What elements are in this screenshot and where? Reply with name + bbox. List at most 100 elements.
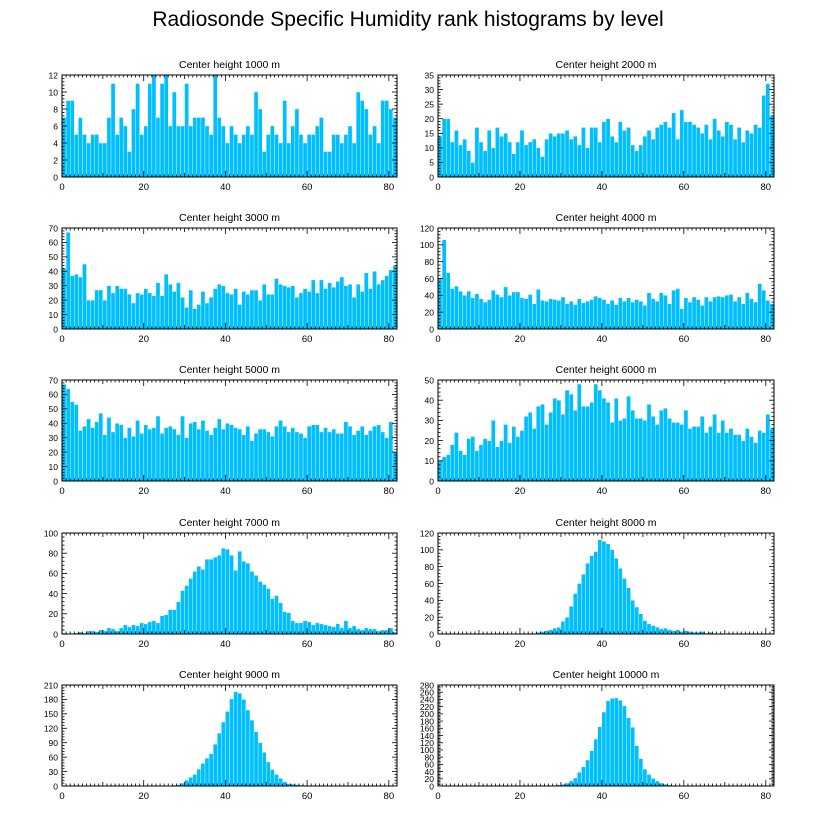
bar [249, 289, 255, 330]
bar [466, 290, 471, 330]
bar [204, 125, 210, 178]
bar [601, 299, 607, 330]
y-tick-label: 40 [49, 267, 59, 277]
bar [253, 91, 259, 178]
bar [155, 622, 161, 635]
bar [749, 298, 754, 330]
bar [622, 130, 627, 178]
bar [86, 142, 91, 178]
bar [188, 125, 193, 178]
y-tick-label: 5 [429, 158, 434, 168]
bar [589, 299, 594, 330]
bar [474, 293, 480, 330]
bar [286, 612, 291, 635]
y-tick-label: 10 [49, 87, 59, 97]
bar [65, 388, 71, 482]
bar [184, 780, 189, 787]
bar [659, 628, 664, 635]
bar [200, 117, 206, 178]
bar [466, 150, 471, 178]
bar [172, 428, 177, 482]
bar [749, 436, 754, 482]
bar [646, 130, 652, 178]
bar [262, 284, 267, 330]
bar [679, 109, 685, 178]
bar [761, 432, 766, 482]
y-tick-label: 35 [425, 70, 435, 80]
bar [306, 134, 312, 178]
y-tick-label: 2 [53, 155, 58, 165]
bar [552, 136, 558, 178]
bar [466, 438, 471, 482]
y-tick-label: 70 [49, 375, 59, 385]
bar [139, 433, 144, 482]
bar [119, 117, 124, 178]
x-tick-label: 40 [597, 182, 608, 193]
y-tick-label: 100 [44, 528, 58, 538]
bars [168, 691, 312, 787]
bar [384, 437, 390, 482]
y-tick-label: 40 [425, 596, 435, 606]
panel-title: Center height 3000 m [179, 212, 280, 224]
bar [335, 134, 340, 178]
bar [552, 398, 558, 482]
bar [217, 555, 222, 635]
bar [188, 578, 193, 635]
bar [605, 700, 611, 787]
bar [347, 125, 353, 178]
panel-10: Center height 10000 m0 20 40 60 800204060801… [420, 669, 775, 802]
bar [151, 295, 157, 330]
bar [106, 285, 112, 330]
bar [560, 296, 566, 330]
bar [482, 301, 488, 330]
bar [315, 125, 320, 178]
bar [503, 133, 508, 178]
bar [311, 279, 316, 330]
bar [585, 563, 590, 635]
bar [253, 433, 259, 482]
bar [294, 108, 300, 178]
bar [204, 302, 210, 330]
bar [249, 719, 255, 787]
bar [736, 296, 742, 330]
x-tick-label: 80 [761, 334, 772, 345]
bar [683, 410, 689, 482]
bar [159, 295, 165, 330]
bar [172, 91, 177, 178]
bar [347, 627, 353, 635]
bar [237, 428, 242, 482]
bar [732, 138, 738, 178]
bar [638, 144, 644, 178]
y-tick-label: 180 [420, 716, 434, 726]
bars [548, 697, 680, 787]
bar [74, 273, 79, 330]
bar [139, 134, 144, 178]
bar [577, 772, 582, 787]
bar [724, 295, 730, 330]
x-tick-label: 0 [435, 791, 440, 802]
bar [82, 425, 87, 482]
y-tick-label: 4 [53, 138, 58, 148]
bar [577, 383, 582, 482]
bar [257, 299, 263, 330]
bars [437, 383, 775, 482]
x-tick-label: 80 [384, 182, 395, 193]
y-tick-label: 20 [49, 447, 59, 457]
y-tick-label: 40 [425, 291, 435, 301]
bar [556, 400, 562, 482]
bar [753, 301, 758, 330]
bar [474, 450, 480, 482]
bar [135, 625, 140, 635]
bar [368, 628, 373, 635]
y-tick-label: 0 [429, 781, 434, 791]
bar [741, 303, 746, 330]
bar [650, 298, 656, 330]
bar [614, 398, 619, 482]
bar [605, 303, 611, 330]
x-tick-label: 20 [515, 486, 526, 497]
y-tick-label: 220 [420, 702, 434, 712]
y-tick-label: 30 [49, 281, 59, 291]
bar [90, 134, 95, 178]
y-tick-label: 100 [420, 240, 434, 250]
bar [168, 284, 173, 330]
